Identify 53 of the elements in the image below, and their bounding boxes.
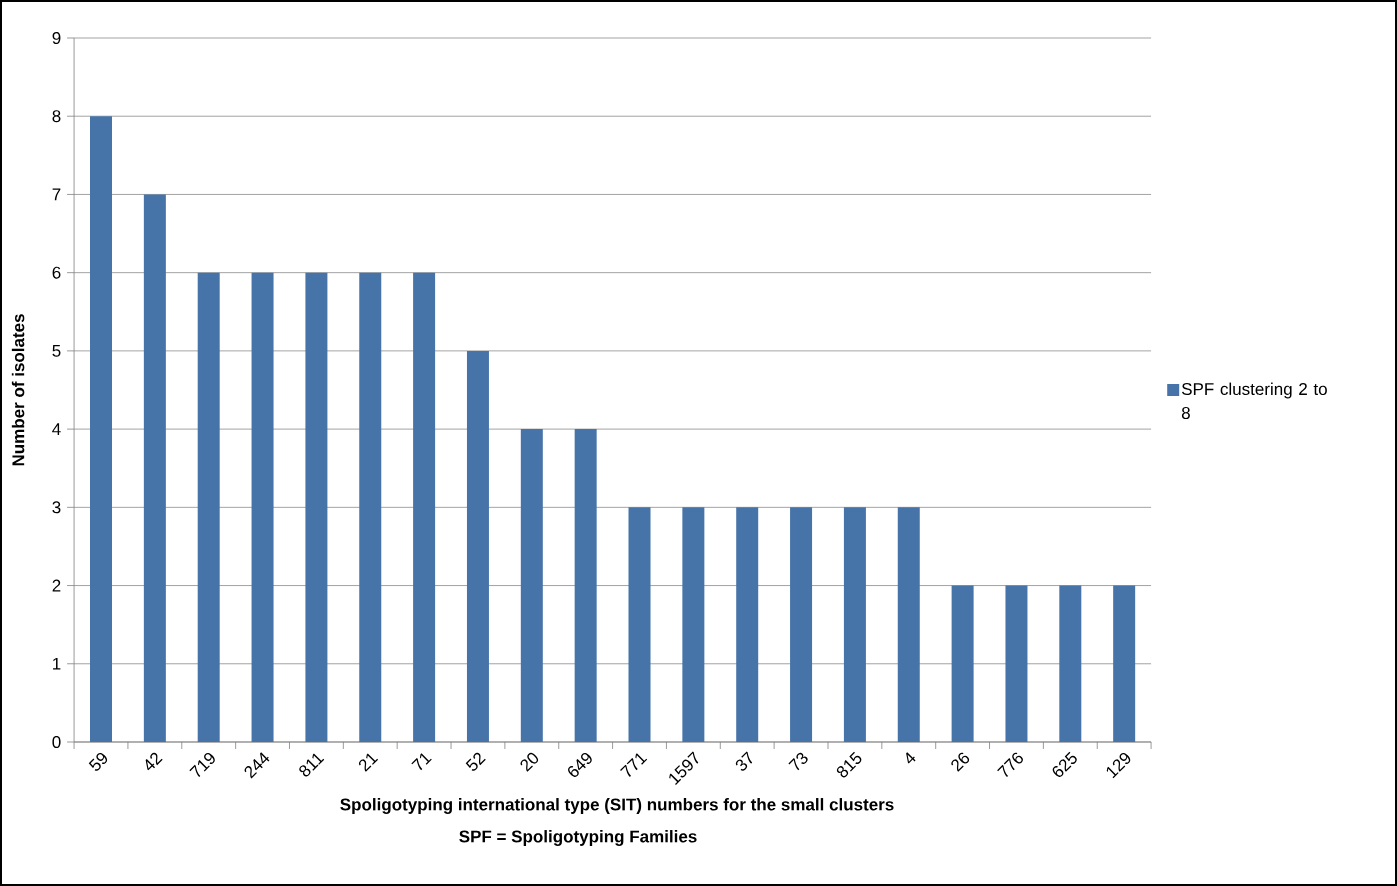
bar <box>574 429 597 742</box>
x-axis-title: Spoligotyping international type (SIT) numbers for the small clusters <box>340 798 894 814</box>
x-tick-label: 244 <box>244 752 270 779</box>
x-tick-label: 815 <box>836 751 862 778</box>
bar <box>197 272 220 742</box>
bar <box>951 585 974 742</box>
bar <box>1005 585 1028 742</box>
legend-label: SPF clustering 2 to 8 <box>1181 382 1327 420</box>
y-tick-label: 2 <box>52 579 61 592</box>
bar <box>1113 585 1136 742</box>
y-axis-title: Number of isolates <box>11 314 25 466</box>
bar <box>359 272 382 742</box>
x-tick-label: 52 <box>465 752 486 771</box>
y-tick-label: 7 <box>52 188 61 201</box>
x-tick-label: 20 <box>520 752 539 772</box>
x-tick-label: 771 <box>620 753 648 777</box>
y-tick-label: 9 <box>52 31 61 45</box>
x-tick-label: 71 <box>411 753 432 771</box>
x-tick-label: 649 <box>568 752 592 777</box>
x-tick-label: 625 <box>1052 751 1077 777</box>
bar <box>305 272 328 742</box>
x-tick-label: 42 <box>145 752 163 771</box>
bar <box>520 429 543 742</box>
y-tick-label: 0 <box>52 735 61 749</box>
x-tick-label: 129 <box>1106 752 1131 779</box>
bar <box>466 350 489 742</box>
y-tick-label: 6 <box>52 266 61 279</box>
x-tick-label: 73 <box>788 752 808 771</box>
x-tick-label: 719 <box>189 752 215 777</box>
x-tick-label: 21 <box>358 753 379 772</box>
bar <box>790 507 813 742</box>
bar <box>90 116 112 742</box>
y-tick-label: 1 <box>53 657 61 670</box>
x-tick-label: 26 <box>951 752 970 772</box>
bar <box>628 507 651 742</box>
x-tick-label: 59 <box>88 752 108 771</box>
x-tick-label: 4 <box>906 752 916 764</box>
y-tick-label: 5 <box>52 344 61 357</box>
bar <box>143 194 166 742</box>
bar <box>736 507 759 742</box>
y-tick-label: 8 <box>52 110 61 123</box>
y-tick-label: 4 <box>52 423 61 435</box>
bar <box>843 507 866 742</box>
x-tick-label: 37 <box>735 751 753 771</box>
bar <box>682 507 705 742</box>
bar <box>897 507 920 742</box>
bar <box>251 272 274 742</box>
x-tick-label: 776 <box>997 752 1023 777</box>
text: SPF = Spoligotyping Families <box>459 830 697 846</box>
bar <box>413 272 436 742</box>
bar <box>1059 585 1082 742</box>
y-tick-label: 3 <box>52 501 61 514</box>
x-tick-label: 811 <box>299 753 325 777</box>
